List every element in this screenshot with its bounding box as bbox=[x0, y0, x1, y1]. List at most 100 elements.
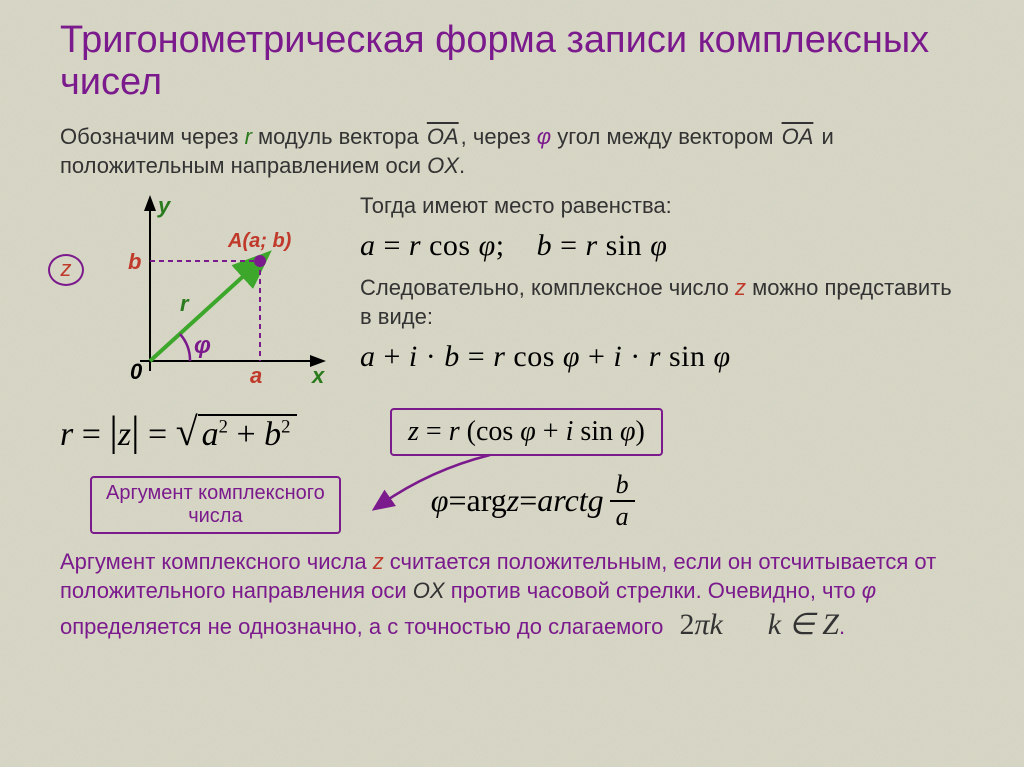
var-r: r bbox=[245, 124, 252, 149]
v: r bbox=[60, 416, 73, 453]
v: = bbox=[419, 416, 449, 447]
v: | bbox=[131, 409, 139, 455]
svg-text:A(a; b): A(a; b) bbox=[227, 230, 292, 252]
v: z bbox=[507, 482, 519, 519]
svg-text:b: b bbox=[128, 249, 141, 274]
formula-modulus: r = |z| = √a2 + b2 bbox=[60, 408, 390, 456]
v: φ bbox=[520, 416, 536, 447]
t: . bbox=[839, 614, 845, 639]
v: i bbox=[409, 340, 418, 373]
v: b bbox=[264, 416, 281, 453]
v: ) bbox=[636, 416, 645, 447]
v: 2 bbox=[679, 608, 694, 641]
var-z: z bbox=[735, 275, 746, 300]
v: z bbox=[408, 416, 419, 447]
formula-argument: φ = arg z = arctg ba bbox=[431, 470, 635, 532]
var-z: z bbox=[373, 549, 384, 574]
intro-paragraph: Обозначим через r модуль вектора OA, чер… bbox=[60, 122, 964, 181]
z-badge: z bbox=[48, 254, 84, 286]
v: k ∈ Z bbox=[768, 608, 839, 641]
v: π bbox=[694, 608, 709, 641]
v: cos bbox=[513, 340, 563, 373]
v: 2 bbox=[281, 417, 290, 438]
var-phi: φ bbox=[537, 124, 551, 149]
formula-ab-rcos-rsin: a = r cos φ; b = r sin φ bbox=[360, 229, 964, 263]
consequence-text: Следовательно, комплексное число z можно… bbox=[360, 273, 964, 332]
v: a bbox=[360, 229, 376, 262]
v: k bbox=[709, 608, 722, 641]
v: a bbox=[202, 416, 219, 453]
v: sin bbox=[669, 340, 714, 373]
v: r bbox=[409, 229, 429, 262]
t: Аргумент комплексного bbox=[106, 482, 325, 505]
axis-ox: OX bbox=[427, 153, 459, 178]
v: = bbox=[376, 229, 409, 262]
v: a bbox=[610, 502, 635, 532]
v: z bbox=[118, 416, 131, 453]
text: Обозначим через bbox=[60, 124, 245, 149]
v: = bbox=[552, 229, 585, 262]
v: = bbox=[448, 482, 466, 519]
v: + bbox=[228, 416, 264, 453]
svg-text:r: r bbox=[180, 291, 190, 316]
v: sin bbox=[580, 416, 620, 447]
v: = bbox=[140, 416, 176, 453]
v: r bbox=[585, 229, 605, 262]
t: Следовательно, комплексное число bbox=[360, 275, 735, 300]
bottom-paragraph: Аргумент комплексного числа z считается … bbox=[60, 548, 964, 644]
v: a bbox=[360, 340, 376, 373]
v: φ bbox=[620, 416, 636, 447]
vector-oa: OA bbox=[780, 124, 816, 149]
text: модуль вектора bbox=[252, 124, 425, 149]
v: r bbox=[649, 340, 669, 373]
v: + bbox=[580, 340, 613, 373]
v bbox=[723, 608, 768, 641]
vector-oa: OA bbox=[425, 124, 461, 149]
v: r bbox=[449, 416, 467, 447]
v: sin bbox=[606, 229, 651, 262]
v: = bbox=[73, 416, 109, 453]
v: + bbox=[376, 340, 409, 373]
argument-label-box: Аргумент комплексного числа bbox=[90, 476, 341, 534]
t: определяется не однозначно, а с точность… bbox=[60, 614, 669, 639]
v: + bbox=[536, 416, 566, 447]
v: cos bbox=[476, 416, 520, 447]
v: ( bbox=[467, 416, 476, 447]
v: = bbox=[460, 340, 493, 373]
v: arg bbox=[467, 482, 507, 519]
t: Аргумент комплексного числа bbox=[60, 549, 373, 574]
t: числа bbox=[106, 505, 325, 528]
svg-text:a: a bbox=[250, 363, 262, 388]
t: против часовой стрелки. Очевидно, что bbox=[445, 578, 862, 603]
v: b bbox=[537, 229, 553, 262]
v: arctg bbox=[537, 482, 603, 519]
v: i bbox=[566, 416, 581, 447]
svg-text:φ: φ bbox=[194, 332, 211, 359]
v: r bbox=[493, 340, 513, 373]
v: φ bbox=[431, 482, 449, 519]
text: , через bbox=[461, 124, 537, 149]
svg-text:y: y bbox=[157, 193, 172, 218]
text: . bbox=[459, 153, 465, 178]
v: b bbox=[610, 470, 635, 502]
v: · bbox=[622, 340, 649, 373]
equalities-text: Тогда имеют место равенства: bbox=[360, 191, 964, 221]
svg-text:x: x bbox=[311, 363, 325, 388]
v: φ bbox=[479, 229, 496, 262]
v: φ bbox=[650, 229, 667, 262]
text: угол между вектором bbox=[551, 124, 779, 149]
v: φ bbox=[563, 340, 580, 373]
v: = bbox=[519, 482, 537, 519]
v: b bbox=[444, 340, 460, 373]
var-phi: φ bbox=[862, 578, 876, 603]
v: 2 bbox=[219, 417, 228, 438]
v: · bbox=[418, 340, 445, 373]
boxed-trig-form: z = r (cos φ + i sin φ) bbox=[390, 408, 663, 456]
v: | bbox=[109, 409, 117, 455]
axis-ox: OX bbox=[413, 578, 445, 603]
v: i bbox=[613, 340, 622, 373]
page-title: Тригонометрическая форма записи комплекс… bbox=[60, 20, 964, 104]
complex-plane-diagram: y x 0 a b r φ A(a; b) bbox=[60, 191, 340, 396]
v: cos bbox=[429, 229, 479, 262]
svg-text:0: 0 bbox=[130, 359, 143, 384]
